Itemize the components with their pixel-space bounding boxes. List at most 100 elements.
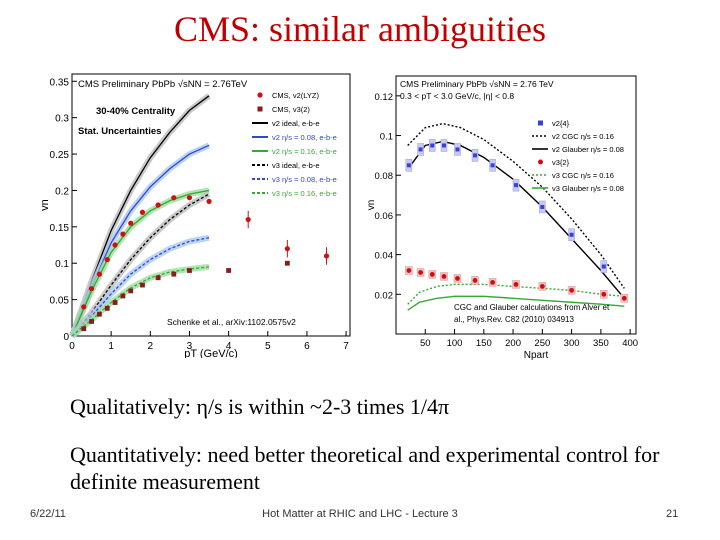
- data-point-v2: [442, 143, 446, 148]
- x-tick-label: 300: [564, 338, 580, 349]
- chart-subtitle: 30-40% Centrality: [96, 106, 176, 117]
- y-tick-label: 0.05: [50, 296, 70, 307]
- chart-annotation: al., Phys.Rev. C82 (2010) 034913: [454, 315, 574, 324]
- data-point-v2: [406, 163, 411, 168]
- data-point-v3: [120, 293, 126, 299]
- data-point-v3: [406, 268, 412, 273]
- legend-label: v3 η/s = 0.16, e-b-e: [272, 189, 337, 198]
- legend-label: v2 ideal, e-b-e: [272, 119, 320, 128]
- y-tick-label: 0.15: [50, 223, 70, 234]
- legend-marker: [538, 120, 543, 126]
- y-tick-label: 0.1: [55, 259, 69, 270]
- x-tick-label: 400: [622, 338, 638, 349]
- data-point-v3: [429, 272, 435, 277]
- theory-curve-5: [71, 237, 210, 337]
- data-point-v2: [96, 271, 103, 277]
- data-point-v2: [490, 163, 495, 168]
- slide-title: CMS: similar ambiguities: [173, 9, 546, 49]
- quantitative-statement: Quantitatively: need better theoretical …: [70, 442, 660, 494]
- data-point-v2: [171, 195, 177, 201]
- data-point-v2: [81, 304, 87, 310]
- legend-label: v2 η/s = 0.16, e-b-e: [272, 147, 337, 156]
- data-point-v2: [430, 143, 435, 148]
- data-point-v3: [539, 283, 545, 289]
- legend-label: v2 CGC η/s = 0.16: [552, 132, 614, 141]
- data-point-v3: [490, 280, 495, 285]
- data-point-v3: [418, 270, 423, 275]
- x-tick-label: 350: [593, 338, 609, 349]
- data-point-v2: [455, 147, 460, 152]
- data-point-v2: [128, 220, 134, 226]
- x-tick-label: 1: [108, 341, 114, 352]
- data-point-v3: [226, 268, 232, 273]
- data-point-v3: [89, 319, 94, 324]
- legend-label: v3 CGC η/s = 0.16: [552, 171, 614, 180]
- y-tick-label: 0: [63, 332, 69, 343]
- data-point-v2: [139, 209, 146, 215]
- y-axis-label: vn: [39, 199, 51, 211]
- data-point-v2: [601, 264, 606, 269]
- x-tick-label: 50: [420, 338, 431, 349]
- y-tick-label: 0.02: [375, 290, 394, 301]
- chart-title: CMS Preliminary PbPb √sNN = 2.76TeV: [78, 79, 248, 90]
- model-curve-1: [407, 122, 625, 289]
- legend-marker: [257, 92, 263, 98]
- model-curve-4: [407, 283, 625, 305]
- x-tick-label: 250: [534, 338, 550, 349]
- data-point-v3: [104, 305, 110, 311]
- x-tick-label: 7: [343, 341, 349, 352]
- chart-title: CMS Preliminary PbPb √sNN = 2.76 TeV: [400, 79, 554, 89]
- theory-curve-3: [71, 189, 210, 337]
- x-tick-label: 0: [69, 341, 75, 352]
- data-point-v3: [621, 295, 627, 301]
- legend-label: v3 Glauber η/s = 0.08: [552, 184, 624, 193]
- chart-annotation: CGC and Glauber calculations from Alver …: [454, 303, 610, 312]
- data-point-v3: [187, 268, 192, 273]
- data-point-v3: [284, 260, 290, 266]
- model-curve-5: [407, 295, 625, 311]
- y-tick-label: 0.35: [50, 77, 70, 88]
- legend-label: v2 η/s = 0.08, e-b-e: [272, 133, 337, 142]
- data-point-v3: [112, 300, 118, 305]
- x-tick-label: 200: [505, 338, 521, 349]
- data-point-v3: [441, 274, 447, 279]
- y-tick-label: 0.04: [375, 251, 394, 262]
- data-point-v3: [171, 271, 177, 277]
- data-point-v3: [455, 276, 460, 281]
- data-point-v2: [418, 147, 423, 152]
- y-tick-label: 0.08: [375, 171, 394, 182]
- chart-note: Stat. Uncertainties: [78, 126, 161, 137]
- legend-marker: [257, 106, 263, 112]
- data-point-v3: [601, 291, 607, 297]
- data-point-v3: [472, 278, 478, 283]
- data-point-v2: [569, 232, 574, 237]
- footer-page-number: 21: [666, 508, 679, 520]
- legend-label: v3 η/s = 0.08, e-b-e: [272, 175, 337, 184]
- chart-annotation: Schenke et al., arXiv:1102.0575v2: [167, 317, 296, 327]
- x-tick-label: 4: [226, 341, 232, 352]
- data-point-v3: [155, 275, 161, 281]
- legend-marker: [538, 159, 543, 165]
- x-tick-label: 150: [476, 338, 492, 349]
- legend-label: v3 ideal, e-b-e: [272, 161, 320, 170]
- data-point-v2: [112, 242, 118, 248]
- chart-subtitle: 0.3 < pT < 3.0 GeV/c, |η| < 0.8: [400, 91, 514, 101]
- data-point-v2: [284, 246, 290, 252]
- data-point-v3: [140, 282, 145, 288]
- data-point-v3: [81, 326, 87, 332]
- data-point-v2: [245, 216, 251, 223]
- data-point-v2: [540, 204, 545, 209]
- data-point-v2: [206, 198, 212, 204]
- data-point-v2: [104, 256, 110, 263]
- footer-title: Hot Matter at RHIC and LHC - Lecture 3: [262, 508, 458, 520]
- plot-frame: [395, 75, 637, 335]
- footer-date: 6/22/11: [30, 508, 66, 520]
- legend-label: v3{2}: [552, 158, 570, 167]
- x-tick-label: 2: [148, 341, 154, 352]
- legend-label: CMS, v2(LYZ): [272, 91, 319, 100]
- x-axis-label: Npart: [524, 350, 549, 361]
- y-tick-label: 0.06: [375, 211, 394, 222]
- x-tick-label: 3: [187, 341, 193, 352]
- data-point-v3: [513, 281, 519, 287]
- data-point-v2: [323, 253, 330, 259]
